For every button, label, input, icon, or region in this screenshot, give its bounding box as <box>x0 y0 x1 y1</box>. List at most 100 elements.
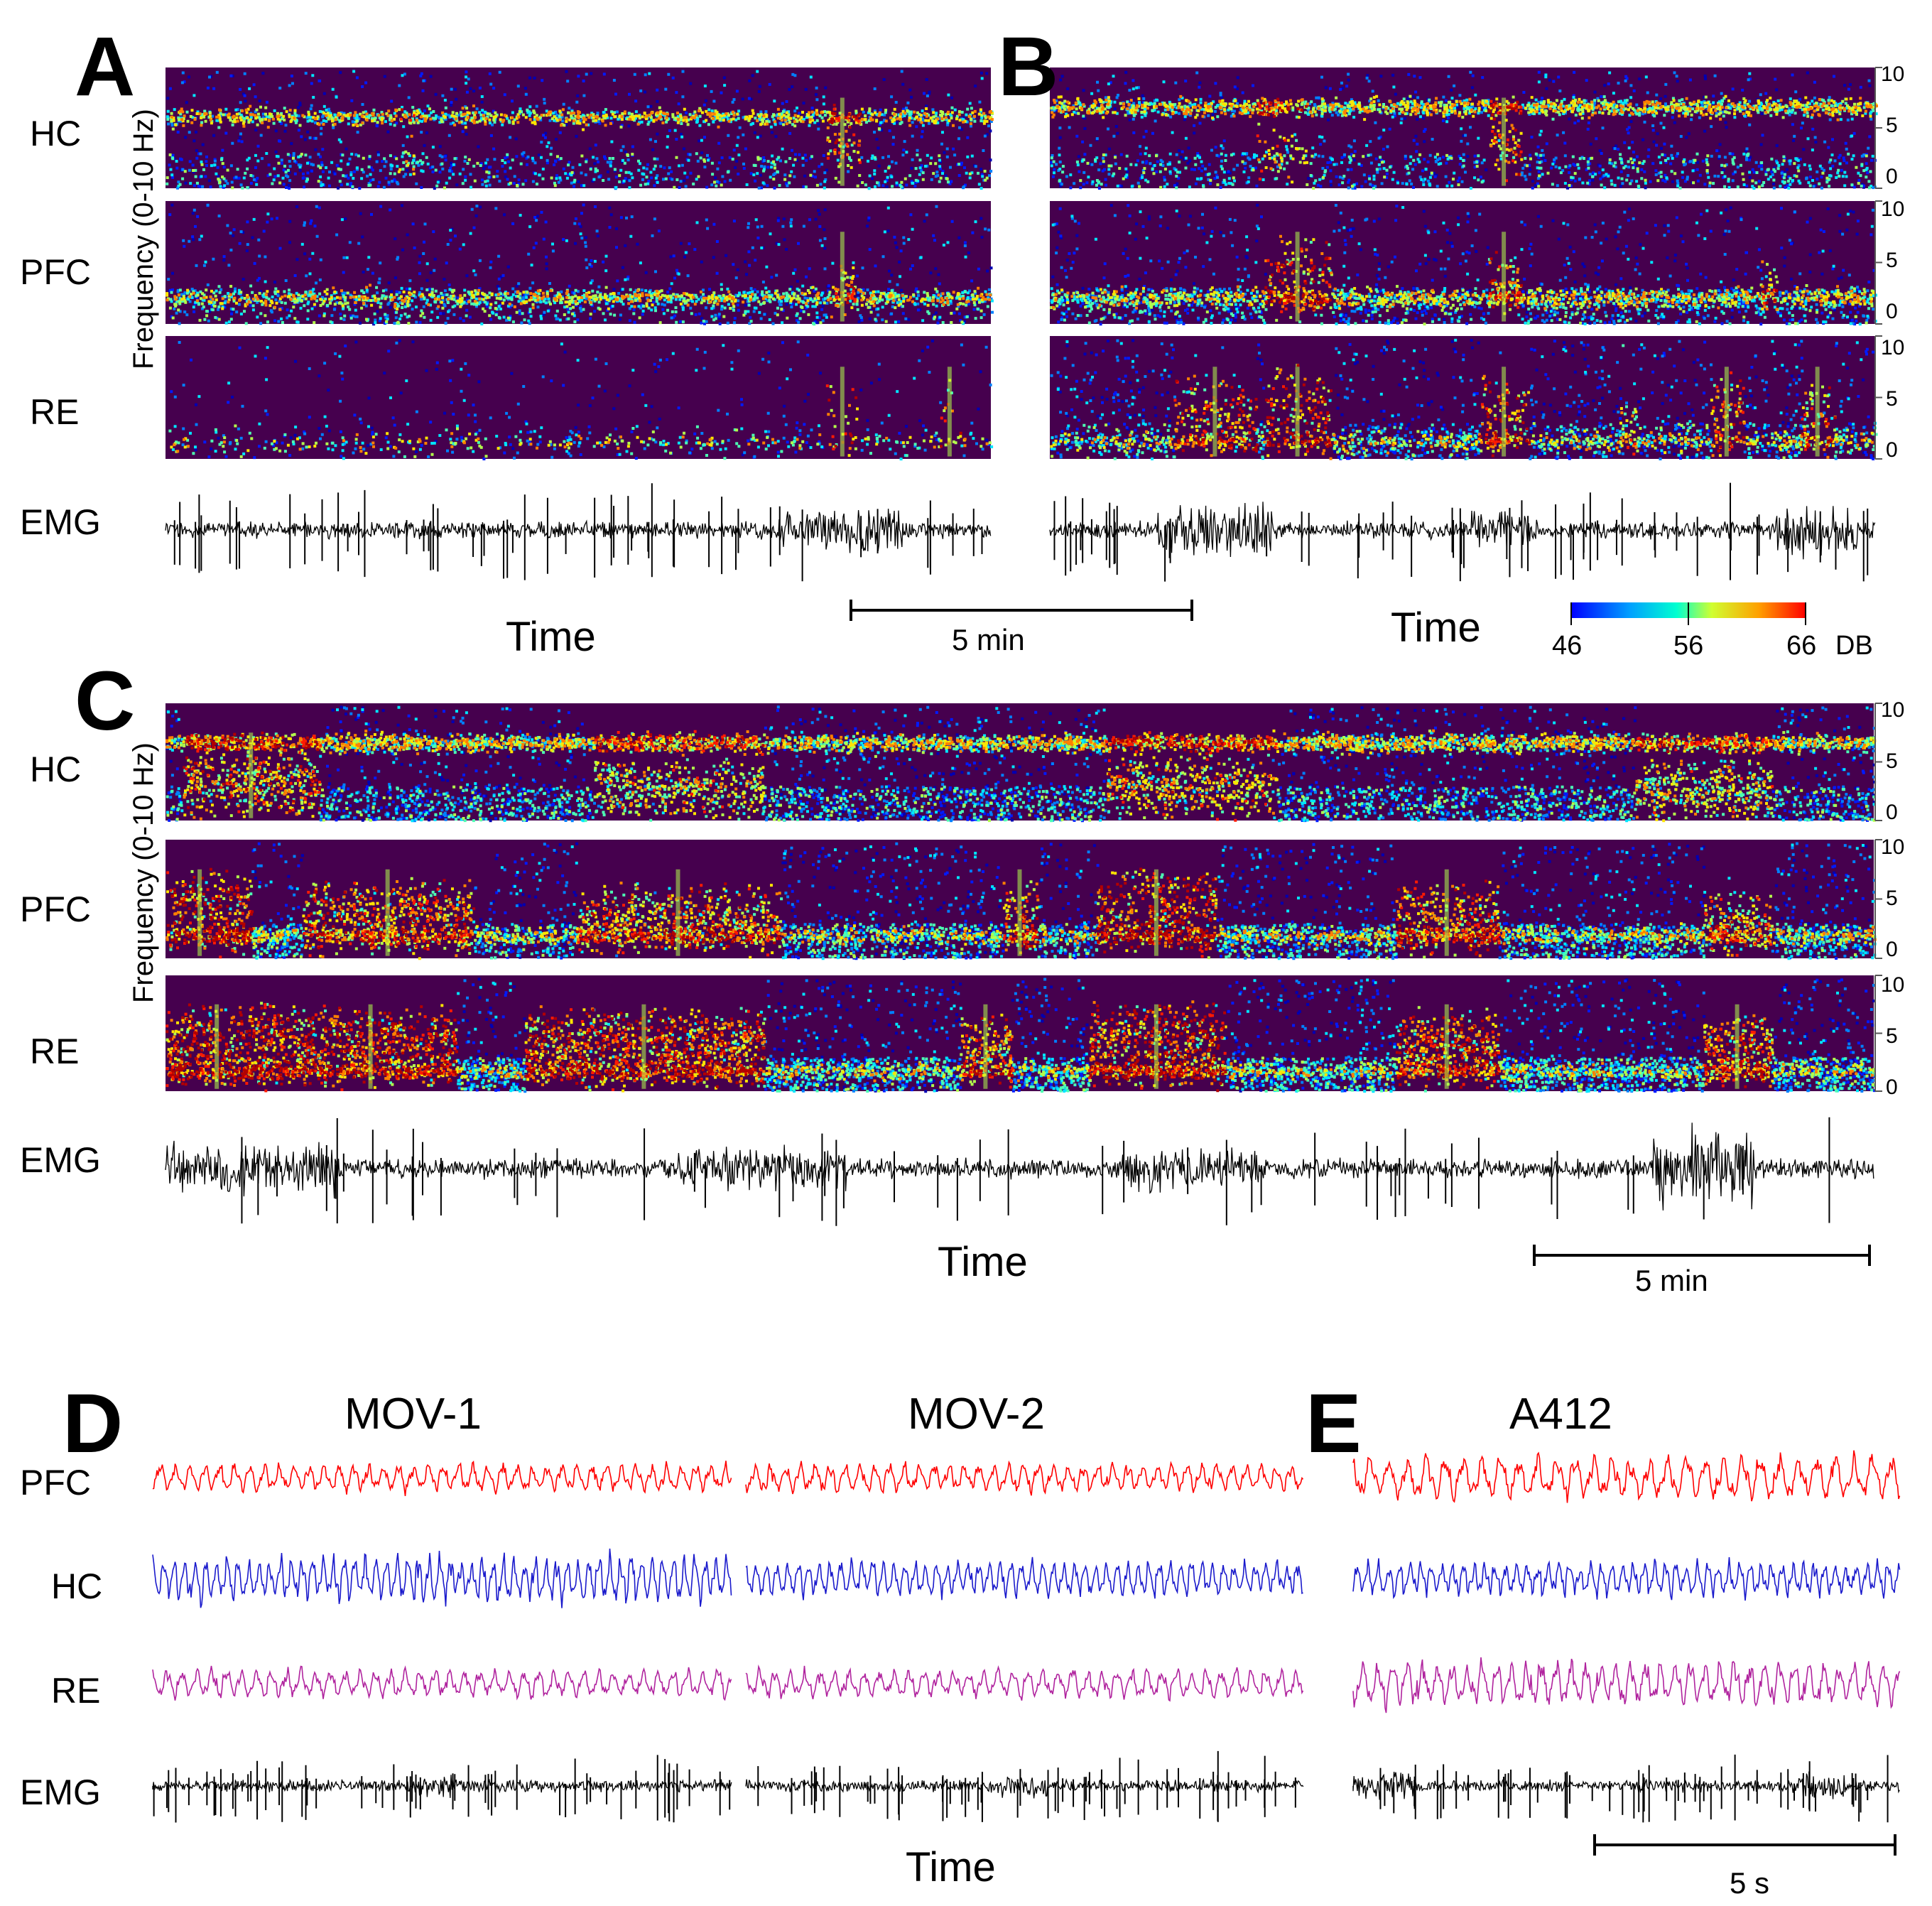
row-label-hc: HC <box>30 749 82 789</box>
spectrogram-pixels <box>835 269 857 303</box>
spectrogram-b-pfc <box>1050 201 1877 326</box>
ytick-0: 0 <box>1886 938 1898 961</box>
ytick-0: 0 <box>1886 801 1898 824</box>
spectrogram-pixels <box>457 978 1877 1093</box>
spectrogram-burst <box>983 1004 988 1089</box>
spectrogram-pixels <box>840 264 856 306</box>
spectrogram-burst <box>1017 869 1022 956</box>
spectrogram-burst <box>215 1004 219 1089</box>
ytick-10: 10 <box>1881 63 1905 86</box>
spectrogram-burst <box>840 232 845 322</box>
spectrogram-pixels <box>167 706 1874 823</box>
hc-trace-a412 <box>1352 1556 1901 1601</box>
spectrogram-pixels <box>1054 238 1876 315</box>
spectrogram-a-hc <box>165 67 994 190</box>
spectrogram-burst <box>1502 367 1507 457</box>
x-axis-label-b: Time <box>1391 605 1481 651</box>
spectrogram-burst <box>1295 232 1300 322</box>
panel-letter-d: D <box>63 1377 124 1471</box>
y-axis-label-c: Frequency (0-10 Hz) <box>128 742 159 1003</box>
ytick-5: 5 <box>1886 114 1898 137</box>
colorbar-unit: DB <box>1835 631 1873 661</box>
spectrogram-burst <box>840 367 845 457</box>
trace-label-re: RE <box>51 1671 101 1711</box>
emg-trace-a412 <box>1352 1771 1900 1800</box>
ytick-5: 5 <box>1886 749 1898 773</box>
spectrogram-a-re <box>165 336 994 461</box>
spectrogram-pixels <box>1175 364 1837 457</box>
panel-letter-c: C <box>75 654 136 748</box>
spectrogram-burst <box>385 869 390 956</box>
re-trace-mov2 <box>745 1664 1304 1702</box>
scalebar-label-c: 5 min <box>1635 1264 1708 1297</box>
emg-trace-c <box>165 1122 1874 1211</box>
spectrogram-burst <box>1815 367 1820 457</box>
scalebar-label-e: 5 s <box>1730 1866 1770 1900</box>
spectrogram-pixels <box>165 1004 1872 1093</box>
scalebar-label-ab: 5 min <box>952 623 1025 656</box>
row-label-pfc: PFC <box>20 889 91 929</box>
emg-trace-b <box>1049 502 1876 560</box>
panel-letter-b: B <box>998 20 1059 114</box>
spectrogram-pixels <box>165 705 1876 823</box>
spectrogram-pixels <box>1051 203 1862 325</box>
spectrogram-pixels <box>1264 241 1778 310</box>
hc-trace-mov2 <box>745 1556 1303 1601</box>
spectrogram-pixels <box>1051 241 1875 325</box>
pfc-trace-mov2 <box>745 1460 1304 1496</box>
trace-title-mov1: MOV-1 <box>344 1390 482 1439</box>
hc-trace-mov1 <box>152 1548 732 1608</box>
panel-letter-a: A <box>75 20 136 114</box>
spectrogram-pixels <box>1090 368 1874 460</box>
spectrogram-burst <box>641 1004 646 1089</box>
spectrogram-burst <box>1444 1004 1449 1089</box>
spectrogram-burst <box>249 732 254 818</box>
row-label-re: RE <box>30 1031 80 1071</box>
pfc-trace-a412 <box>1352 1450 1901 1503</box>
spectrogram-pixels <box>165 70 994 190</box>
spectrogram-burst <box>840 97 845 186</box>
spectrogram-burst <box>1212 367 1217 457</box>
spectrogram-pixels <box>165 1000 1874 1089</box>
colorbar-tick-66: 66 <box>1786 631 1817 661</box>
row-label-emg: EMG <box>20 1140 101 1180</box>
trace-layer <box>152 482 1901 1823</box>
axes-layer <box>850 67 1896 1856</box>
spectrogram-background <box>165 67 991 188</box>
trace-title-a412: A412 <box>1509 1390 1612 1439</box>
spectrogram-pixels <box>1050 204 1875 325</box>
row-label-hc: HC <box>30 114 82 153</box>
spectrogram-pixels <box>1053 340 1876 460</box>
spectrogram-burst <box>197 869 202 956</box>
spectrogram-a-pfc <box>165 201 994 326</box>
spectrogram-c-pfc <box>165 840 1877 960</box>
spectrogram-b-hc <box>1050 67 1878 190</box>
x-axis-label-a: Time <box>506 614 596 660</box>
spectrogram-pixels <box>1050 206 1877 326</box>
ytick-10: 10 <box>1881 336 1905 359</box>
row-label-re: RE <box>30 392 80 432</box>
spectrogram-burst <box>1735 1004 1740 1089</box>
spectrogram-burst <box>1444 869 1449 956</box>
emg-trace-mov2 <box>745 1776 1304 1799</box>
spectrogram-pixels <box>165 730 1876 823</box>
ytick-10: 10 <box>1881 973 1905 997</box>
x-axis-label-c: Time <box>938 1239 1028 1285</box>
colorbar-tick-46: 46 <box>1552 631 1583 661</box>
trace-label-emg: EMG <box>20 1772 101 1812</box>
ytick-5: 5 <box>1886 249 1898 272</box>
spectrogram-burst <box>1724 367 1729 457</box>
spectrogram-pixels <box>200 978 1873 1093</box>
spectrogram-pixels <box>1052 234 1873 312</box>
spectrogram-burst <box>947 367 952 457</box>
spectrogram-burst <box>1154 869 1158 956</box>
ytick-5: 5 <box>1886 387 1898 411</box>
pfc-trace-mov1 <box>152 1461 732 1497</box>
trace-title-mov2: MOV-2 <box>908 1390 1045 1439</box>
spectrogram-layer <box>165 67 1878 1093</box>
ytick-0: 0 <box>1886 165 1898 188</box>
ytick-0: 0 <box>1886 300 1898 323</box>
spectrogram-c-hc <box>165 703 1877 823</box>
